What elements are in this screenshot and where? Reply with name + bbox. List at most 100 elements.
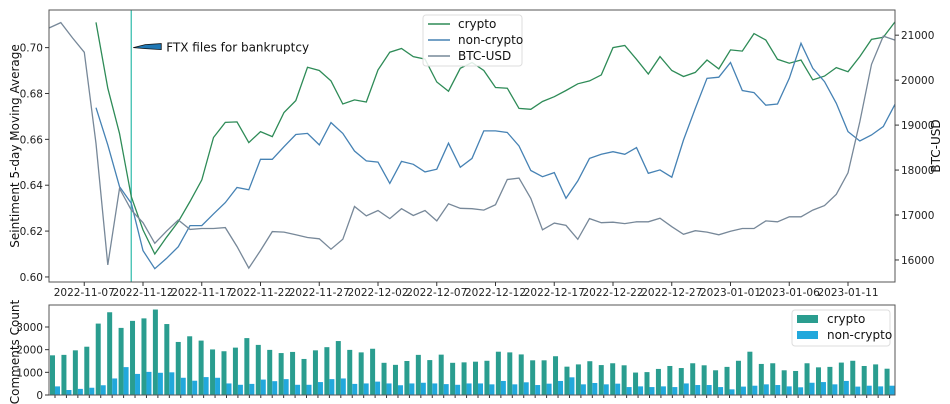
bar-non-crypto [169,372,175,395]
bar-crypto [701,365,707,395]
legend-box [422,14,523,67]
series-line-non-crypto [95,41,896,270]
bar-crypto [530,360,536,395]
bar-non-crypto [123,367,129,395]
bar-non-crypto [260,379,266,395]
bar-non-crypto [55,386,60,395]
bar-crypto [747,351,753,395]
y2-tick-label: 17000 [901,210,934,222]
x-tick-label: 2023-01-11 [817,287,878,299]
x-tick-label: 2022-12-07 [406,287,467,299]
bar-non-crypto [832,384,838,395]
bar-non-crypto [695,385,701,395]
bar-crypto [232,347,238,395]
y2-axis-label: BTC-USD [929,119,943,172]
bar-non-crypto [397,385,403,395]
y2-tick-label: 21000 [901,30,934,42]
bar-crypto [358,352,364,395]
x-tick-label: 2022-12-22 [582,287,643,299]
bar-non-crypto [352,383,358,395]
sentiment-panel: 0.60 0.62 0.64 0.66 0.68 0.70 16000 17000 18000 1… [8,9,943,299]
bar-non-crypto [306,384,312,395]
bar-non-crypto [192,380,198,395]
bar-crypto [484,360,490,395]
bar-crypto [770,363,776,395]
bar-non-crypto [135,373,141,395]
bar-non-crypto [249,383,255,395]
x-tick-label: 2022-11-12 [112,287,173,299]
bar-crypto [861,365,867,395]
bar-crypto [644,372,650,395]
y-tick-label: 1000 [16,367,43,379]
bar-non-crypto [363,383,369,395]
bar-non-crypto [237,384,243,395]
bar-crypto [473,361,478,395]
bar-non-crypto [112,378,118,395]
bar-non-crypto [580,384,586,395]
legend-swatch-non-crypto [797,331,818,339]
y-tick-label: 0.68 [20,88,43,100]
bar-non-crypto [672,387,678,395]
y-axis-label: Comments Count [8,299,22,404]
bar-crypto [793,370,799,395]
bar-non-crypto [615,383,621,395]
bar-crypto [781,370,787,395]
bar-crypto [415,354,421,395]
y-tick-label: 0.64 [20,180,44,192]
bar-crypto [690,363,696,395]
bar-non-crypto [706,385,712,395]
bar-non-crypto [77,388,83,395]
y2-tick-label: 20000 [901,75,934,87]
bar-non-crypto [786,386,792,395]
x-tick-label: 2022-12-27 [641,287,702,299]
bar-non-crypto [478,383,483,395]
x-tick-label: 2022-12-17 [524,287,585,299]
bar-crypto [598,365,604,395]
bar-crypto [850,360,856,395]
bar-crypto [461,362,467,395]
bar-crypto [175,341,181,395]
bar-crypto [678,368,684,395]
bar-non-crypto [226,383,232,395]
legend-label: crypto [458,17,496,31]
bar-non-crypto [889,385,895,395]
bar-crypto [301,358,307,395]
bar-crypto [804,363,810,395]
bar-crypto [884,368,890,395]
bar-crypto [210,349,216,395]
bar-crypto [255,344,261,395]
bar-crypto [278,353,284,395]
bar-non-crypto [512,384,518,395]
y-tick-label: 0.62 [20,226,43,238]
bar-non-crypto [455,384,461,395]
bar-crypto [187,336,193,395]
bar-non-crypto [558,380,564,395]
bar-crypto [50,355,55,395]
bar-crypto [72,350,78,395]
bar-non-crypto [386,383,392,395]
bar-crypto [667,365,673,395]
legend: crypto non-crypto BTC-USD [422,14,523,67]
bar-crypto [118,327,124,395]
bar-crypto [221,351,227,395]
y2-tick-label: 16000 [901,255,934,267]
y2-tick-label: 19000 [901,120,934,132]
bar-crypto [541,360,547,395]
annotation-arrow [133,43,162,51]
bar-non-crypto [295,384,301,395]
bar-crypto [518,354,524,395]
bar-crypto [815,367,821,395]
bar-crypto [838,362,844,395]
bar-non-crypto [375,381,381,395]
bar-non-crypto [569,377,575,395]
bar-non-crypto [752,385,758,395]
legend: crypto non-crypto [791,309,892,347]
legend-label: non-crypto [458,33,523,47]
bar-non-crypto [180,377,186,395]
bar-crypto [84,346,90,395]
bar-crypto [427,360,433,395]
bar-crypto [244,338,250,395]
x-tick-label: 2022-11-22 [230,287,291,299]
x-tick-label: 2022-12-02 [347,287,408,299]
